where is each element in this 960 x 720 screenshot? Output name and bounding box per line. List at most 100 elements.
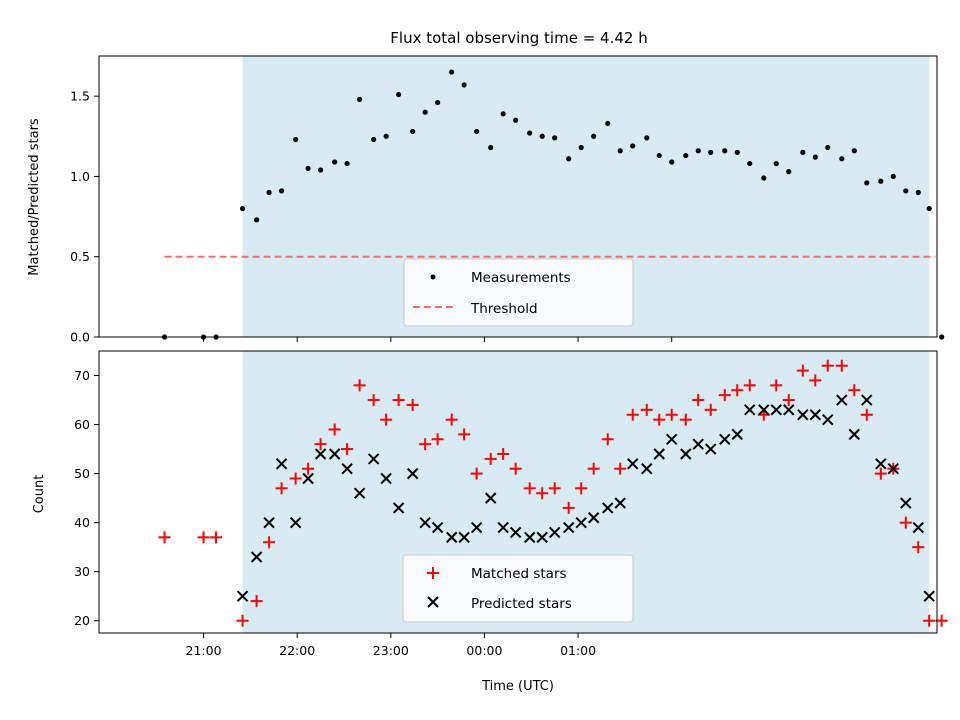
matched-star-point [275, 482, 288, 495]
bottom-y-tick-label: 30 [74, 564, 90, 579]
predicted-star-point [302, 472, 314, 485]
predicted-star-point [912, 521, 924, 534]
bottom-x-axis-label: Time (UTC) [481, 679, 554, 694]
legend-measurements-label: Measurements [471, 270, 571, 286]
predicted-star-point [380, 472, 392, 485]
bottom-legend-box [402, 554, 634, 623]
matched-star-point [392, 394, 405, 407]
measurement-point [266, 189, 272, 196]
measurement-point [839, 156, 845, 162]
matched-star-point [419, 438, 432, 451]
measurement-point [812, 154, 818, 160]
measurement-point [461, 82, 467, 88]
predicted-star-point [705, 443, 717, 455]
matched-star-point [912, 541, 925, 554]
predicted-star-point [848, 428, 860, 441]
predicted-star-point [887, 462, 900, 475]
bottom-y-axis-label: Count [32, 475, 47, 514]
matched-star-point [562, 501, 575, 514]
matched-star-point [601, 433, 614, 446]
measurement-point [939, 334, 945, 340]
top-y-ticks: 0.0 0.5 1.0 1.5 [70, 89, 99, 345]
predicted-star-point [653, 448, 665, 460]
measurement-point [734, 149, 740, 155]
predicted-star-point [875, 458, 887, 470]
matched-star-point [679, 413, 692, 426]
predicted-star-point [236, 590, 249, 602]
matched-star-point [782, 394, 795, 407]
matched-star-point [367, 394, 380, 407]
measurement-point [371, 136, 377, 143]
measurement-point [383, 133, 389, 139]
predicted-star-point [392, 502, 405, 514]
predicted-star-point [809, 409, 821, 421]
measurement-point [695, 148, 701, 154]
predicted-star-point [341, 462, 353, 475]
matched-star-point [704, 403, 717, 416]
measurement-point [317, 167, 324, 173]
predicted-star-point [509, 526, 522, 539]
legend-matched-marker [427, 567, 439, 579]
legend-predicted-marker [427, 596, 439, 608]
measurement-point [410, 128, 416, 135]
measurement-point [903, 188, 909, 194]
matched-star-point [431, 433, 444, 446]
matched-star-point [406, 398, 419, 411]
matched-star-point [770, 379, 783, 392]
bottom-x-tick-label: 22:00 [279, 643, 315, 658]
top-y-tick-label: 1.5 [70, 89, 90, 104]
predicted-star-point [458, 531, 470, 544]
matched-star-point [497, 447, 510, 460]
legend-threshold-label: Threshold [470, 301, 538, 317]
bottom-x-tick-label: 00:00 [466, 643, 502, 658]
bottom-y-tick-label: 40 [74, 515, 90, 530]
matched-star-point [653, 413, 666, 426]
bottom-matched-layer [158, 359, 948, 627]
matched-star-point [158, 531, 171, 544]
measurement-point [786, 169, 792, 175]
predicted-star-point [548, 526, 561, 539]
matched-star-point [848, 384, 861, 397]
matched-star-point [575, 482, 588, 495]
matched-star-point [835, 359, 848, 372]
top-legend-box [403, 258, 634, 327]
predicted-star-point [731, 428, 743, 441]
predicted-star-point [614, 497, 626, 509]
matched-star-point [236, 614, 249, 627]
predicted-star-point [419, 516, 431, 529]
bottom-panel: 20 30 40 50 60 70 21:00 22:00 23:00 00:00 01:00 C… [32, 350, 948, 694]
predicted-star-point [692, 438, 704, 450]
matched-star-point [536, 487, 549, 500]
matched-star-point [263, 536, 276, 549]
matched-star-point [923, 614, 936, 627]
predicted-star-point [263, 516, 275, 529]
measurement-point [851, 148, 857, 154]
predicted-star-point [719, 433, 731, 445]
predicted-star-point [744, 404, 756, 416]
measurement-point [878, 178, 884, 184]
predicted-star-point [250, 551, 263, 563]
matched-star-point [548, 482, 561, 495]
matched-star-point [210, 531, 223, 544]
predicted-star-point [484, 492, 497, 504]
top-axes-frame [98, 55, 938, 338]
measurement-point [864, 180, 870, 186]
measurement-point [669, 159, 675, 165]
predicted-star-point [367, 453, 380, 465]
predicted-star-point [563, 521, 575, 534]
measurement-point [527, 130, 533, 136]
bottom-y-tick-label: 70 [74, 368, 90, 383]
measurement-point [552, 135, 558, 141]
predicted-star-point [314, 448, 327, 460]
matched-star-point [380, 413, 393, 426]
predicted-star-point [536, 531, 548, 544]
matched-star-point [899, 516, 912, 529]
predicted-star-point [666, 433, 678, 445]
measurement-point [239, 205, 246, 212]
measurement-point [293, 136, 299, 143]
chart-title: Flux total observing time = 4.42 h [390, 29, 647, 47]
measurement-point [644, 135, 650, 141]
top-x-ticks [203, 337, 673, 342]
top-y-tick-label: 0.0 [70, 330, 90, 345]
